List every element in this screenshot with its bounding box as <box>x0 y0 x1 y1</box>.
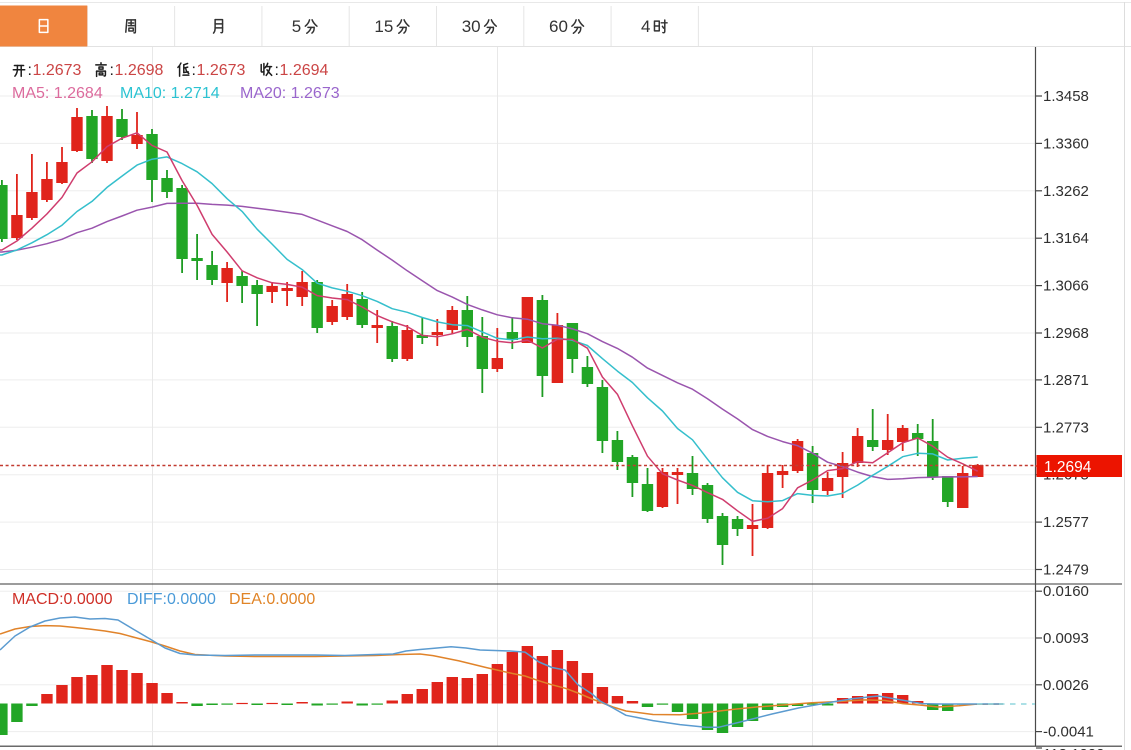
svg-text:1.2694: 1.2694 <box>1044 459 1092 476</box>
svg-text::: : <box>192 62 196 79</box>
svg-text:1.2698: 1.2698 <box>115 62 164 79</box>
svg-text:-0.0041: -0.0041 <box>1043 724 1094 741</box>
svg-text:DEA:0.0000: DEA:0.0000 <box>229 591 315 608</box>
svg-text:DIFF:0.0000: DIFF:0.0000 <box>127 591 216 608</box>
svg-text:0.0160: 0.0160 <box>1043 583 1089 600</box>
svg-text:5: 5 <box>292 17 301 36</box>
svg-text:0.0093: 0.0093 <box>1043 630 1089 647</box>
svg-text:1.2871: 1.2871 <box>1043 372 1089 389</box>
svg-text:1.2773: 1.2773 <box>1043 419 1089 436</box>
svg-text:1.3360: 1.3360 <box>1043 135 1089 152</box>
svg-text::: : <box>110 62 114 79</box>
svg-text:1.2673: 1.2673 <box>197 62 246 79</box>
svg-text:1.2673: 1.2673 <box>33 62 82 79</box>
svg-text:MA20: 1.2673: MA20: 1.2673 <box>240 85 340 102</box>
svg-text:60: 60 <box>549 17 568 36</box>
svg-text:1.3458: 1.3458 <box>1043 88 1089 105</box>
svg-text:1.3262: 1.3262 <box>1043 183 1089 200</box>
svg-text:MA10: 1.2714: MA10: 1.2714 <box>120 85 220 102</box>
svg-text:1.3066: 1.3066 <box>1043 278 1089 295</box>
svg-text:0.0026: 0.0026 <box>1043 677 1089 694</box>
svg-text:1.2968: 1.2968 <box>1043 325 1089 342</box>
svg-text:4: 4 <box>641 17 650 36</box>
svg-text:30: 30 <box>462 17 481 36</box>
svg-text:1.2479: 1.2479 <box>1043 562 1089 579</box>
svg-text:MACD:0.0000: MACD:0.0000 <box>12 591 113 608</box>
svg-text::: : <box>28 62 32 79</box>
svg-text:1.2694: 1.2694 <box>280 62 329 79</box>
svg-text:MA5: 1.2684: MA5: 1.2684 <box>12 85 103 102</box>
svg-text:15: 15 <box>374 17 393 36</box>
svg-text:1.3164: 1.3164 <box>1043 230 1089 247</box>
svg-text:118.1222: 118.1222 <box>1043 746 1104 750</box>
svg-text:1.2577: 1.2577 <box>1043 514 1089 531</box>
svg-text::: : <box>275 62 279 79</box>
